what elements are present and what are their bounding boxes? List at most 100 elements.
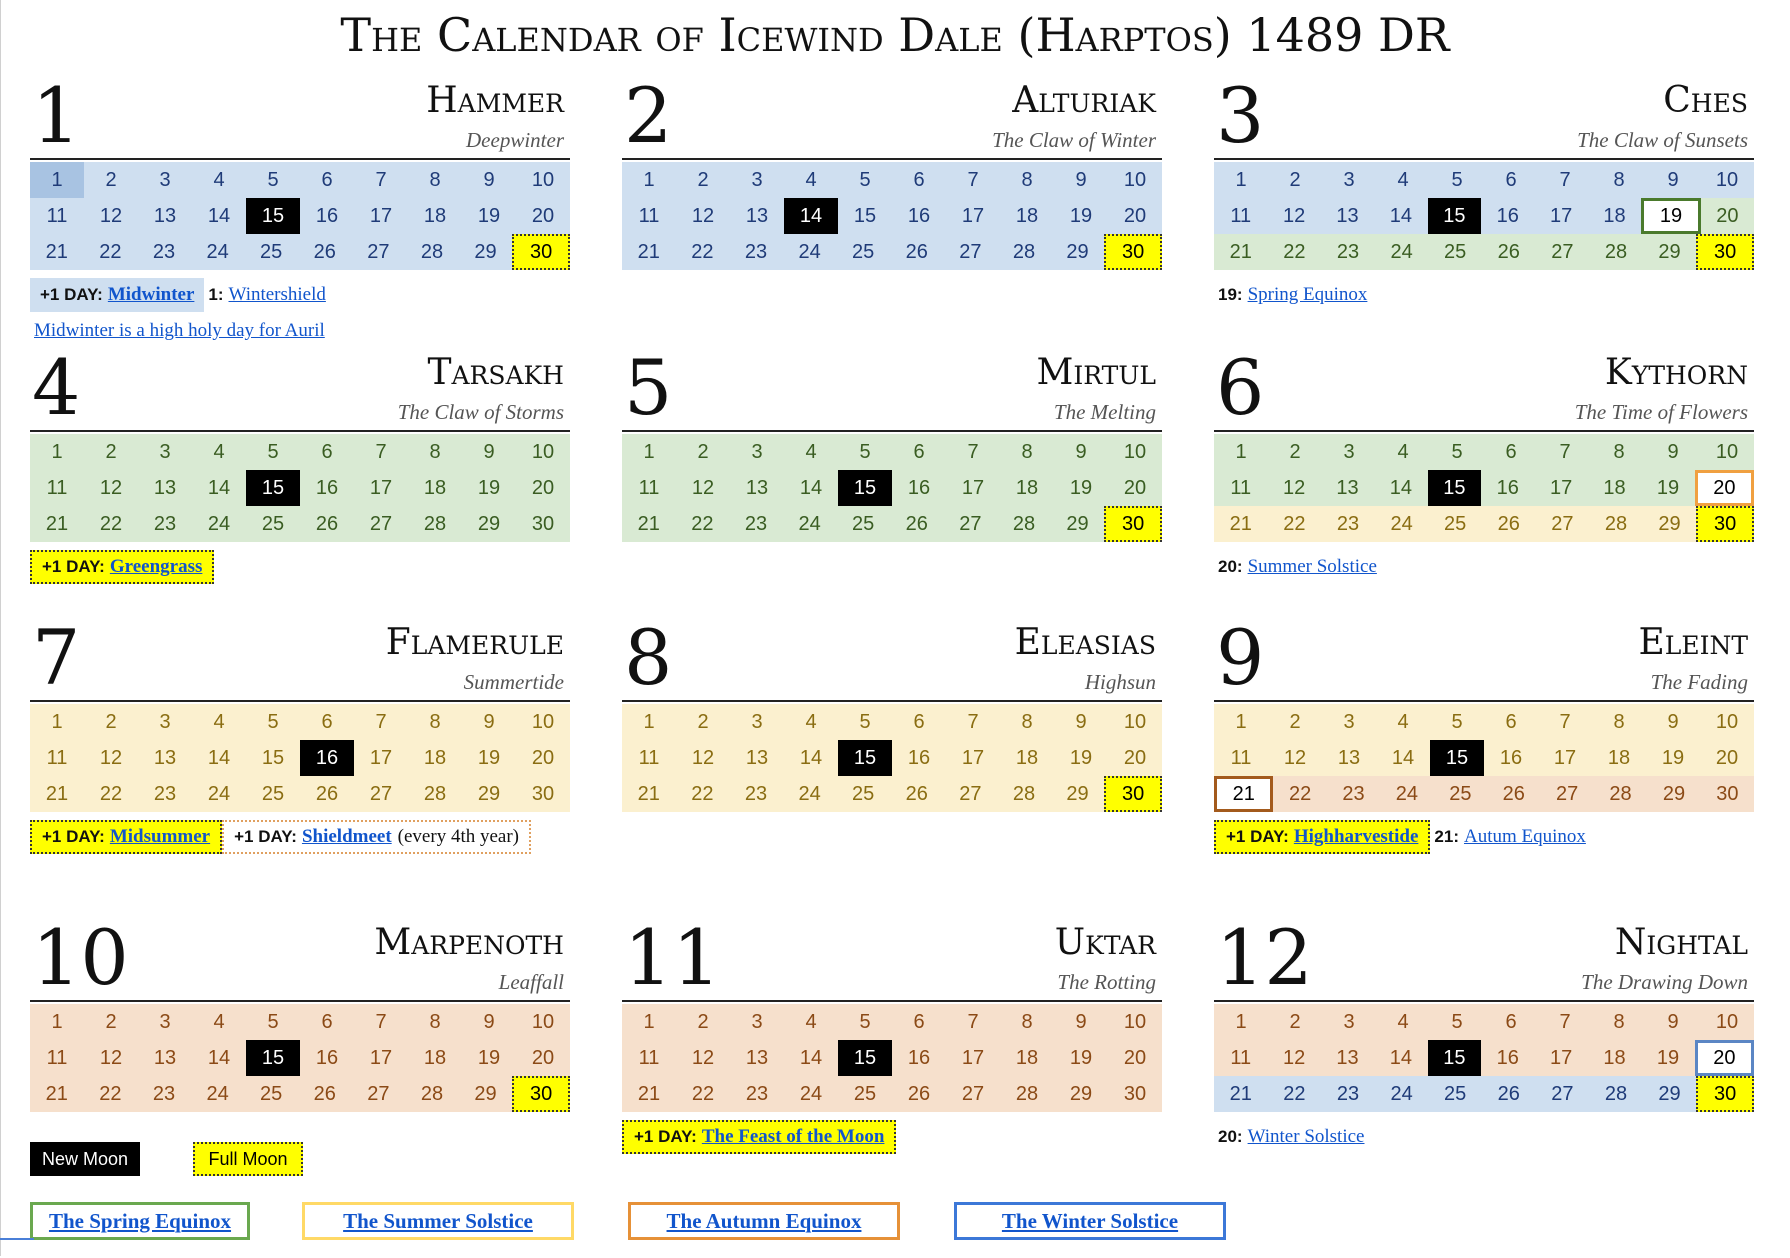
day-cell[interactable]: 16 (1481, 198, 1535, 234)
day-cell[interactable]: 25 (838, 1076, 892, 1112)
day-cell[interactable]: 17 (1534, 470, 1588, 506)
day-cell[interactable]: 27 (1535, 506, 1590, 542)
day-cell[interactable]: 4 (1376, 434, 1430, 470)
day-cell[interactable]: 26 (1487, 776, 1541, 812)
day-cell[interactable]: 9 (462, 434, 516, 470)
day-cell[interactable]: 25 (244, 1076, 298, 1112)
day-cell[interactable]: 4 (784, 434, 838, 470)
day-cell[interactable]: 15 (838, 198, 892, 234)
new-moon-day[interactable]: 15 (1427, 470, 1482, 506)
day-cell[interactable]: 8 (1592, 1004, 1646, 1040)
day-cell[interactable]: 13 (138, 470, 192, 506)
day-cell[interactable]: 9 (462, 1004, 516, 1040)
day-cell[interactable]: 14 (192, 198, 246, 234)
winter-marker-day[interactable]: 20 (1694, 1040, 1755, 1076)
day-cell[interactable]: 27 (1540, 776, 1594, 812)
holiday-link[interactable]: Highharvestide (1293, 826, 1419, 847)
day-cell[interactable]: 17 (1538, 740, 1592, 776)
day-cell[interactable]: 2 (676, 704, 730, 740)
day-cell[interactable]: 27 (943, 506, 998, 542)
day-cell[interactable]: 5 (1430, 1004, 1484, 1040)
day-cell[interactable]: 10 (1700, 162, 1754, 198)
day-cell[interactable]: 10 (1108, 162, 1162, 198)
day-cell[interactable]: 29 (1642, 234, 1697, 270)
day-cell[interactable]: 14 (1376, 740, 1430, 776)
day-cell[interactable]: 21 (30, 776, 84, 812)
day-cell[interactable]: 3 (730, 162, 784, 198)
day-cell[interactable]: 13 (730, 740, 784, 776)
day-cell[interactable]: 22 (84, 506, 138, 542)
day-cell[interactable]: 24 (1374, 234, 1429, 270)
day-cell[interactable]: 1 (30, 704, 84, 740)
day-cell[interactable]: 11 (30, 740, 84, 776)
day-cell[interactable]: 28 (1589, 1076, 1643, 1112)
day-cell[interactable]: 17 (946, 1040, 1000, 1076)
day-cell[interactable]: 5 (246, 162, 300, 198)
day-cell[interactable]: 2 (1268, 1004, 1322, 1040)
day-cell[interactable]: 28 (405, 234, 459, 270)
day-cell[interactable]: 3 (730, 704, 784, 740)
day-cell[interactable]: 3 (730, 434, 784, 470)
day-cell[interactable]: 13 (730, 470, 784, 506)
day-cell[interactable]: 10 (1700, 434, 1754, 470)
day-cell[interactable]: 13 (138, 1040, 192, 1076)
day-cell[interactable]: 9 (1054, 1004, 1108, 1040)
day-cell[interactable]: 2 (676, 434, 730, 470)
day-cell[interactable]: 24 (1380, 776, 1434, 812)
day-cell[interactable]: 20 (516, 740, 570, 776)
day-cell[interactable]: 29 (1050, 234, 1105, 270)
autumn-equinox-link[interactable]: The Autumn Equinox (628, 1202, 900, 1240)
day-cell[interactable]: 13 (1322, 740, 1376, 776)
day-cell[interactable]: 22 (1267, 506, 1322, 542)
day-cell[interactable]: 27 (351, 1076, 406, 1112)
day-cell[interactable]: 5 (838, 162, 892, 198)
spring-marker-day[interactable]: 19 (1641, 198, 1701, 234)
day-cell[interactable]: 21 (622, 776, 676, 812)
day-cell[interactable]: 21 (622, 1076, 676, 1112)
day-cell[interactable]: 5 (246, 434, 300, 470)
day-cell[interactable]: 6 (300, 704, 354, 740)
day-cell[interactable]: 4 (192, 1004, 246, 1040)
day-cell[interactable]: 7 (354, 162, 408, 198)
day-cell[interactable]: 16 (300, 1040, 354, 1076)
day-cell[interactable]: 11 (622, 1040, 676, 1076)
day-cell[interactable]: 20 (1108, 198, 1162, 234)
day-cell[interactable]: 23 (729, 776, 783, 812)
day-cell[interactable]: 17 (354, 198, 408, 234)
day-cell[interactable]: 3 (138, 704, 192, 740)
day-cell[interactable]: 1 (1214, 434, 1268, 470)
day-cell[interactable]: 26 (1481, 506, 1536, 542)
autumn-marker-day[interactable]: 21 (1214, 776, 1274, 812)
day-cell[interactable]: 20 (1700, 198, 1755, 234)
holiday-link[interactable]: Greengrass (109, 556, 203, 577)
day-cell[interactable]: 9 (462, 704, 516, 740)
day-cell[interactable]: 10 (516, 162, 570, 198)
day-cell[interactable]: 13 (1320, 1040, 1375, 1076)
new-moon-day[interactable]: 15 (246, 1040, 300, 1076)
day-cell[interactable]: 1 (1214, 1004, 1268, 1040)
day-cell[interactable]: 9 (1646, 1004, 1700, 1040)
day-cell[interactable]: 3 (1322, 704, 1376, 740)
day-cell[interactable]: 7 (354, 704, 408, 740)
day-cell[interactable]: 5 (1430, 434, 1484, 470)
day-cell[interactable]: 2 (1268, 434, 1322, 470)
day-cell[interactable]: 24 (784, 1076, 838, 1112)
new-moon-day[interactable]: 15 (1427, 1040, 1482, 1076)
new-moon-day[interactable]: 15 (838, 470, 892, 506)
day-cell[interactable]: 13 (1320, 470, 1375, 506)
day-cell[interactable]: 12 (1267, 1040, 1321, 1076)
day-cell[interactable]: 6 (892, 704, 946, 740)
day-cell[interactable]: 22 (84, 776, 138, 812)
spring-equinox-link[interactable]: The Spring Equinox (30, 1202, 250, 1240)
day-cell[interactable]: 29 (462, 776, 516, 812)
day-cell[interactable]: 12 (676, 470, 730, 506)
day-cell[interactable]: 29 (1050, 506, 1105, 542)
day-cell[interactable]: 5 (246, 1004, 300, 1040)
day-cell[interactable]: 8 (1000, 162, 1054, 198)
day-cell[interactable]: 29 (1642, 1076, 1697, 1112)
new-moon-day[interactable]: 15 (838, 740, 892, 776)
day-cell[interactable]: 19 (462, 470, 516, 506)
day-cell[interactable]: 19 (1641, 1040, 1695, 1076)
day-cell[interactable]: 4 (784, 162, 838, 198)
day-cell[interactable]: 18 (408, 198, 462, 234)
